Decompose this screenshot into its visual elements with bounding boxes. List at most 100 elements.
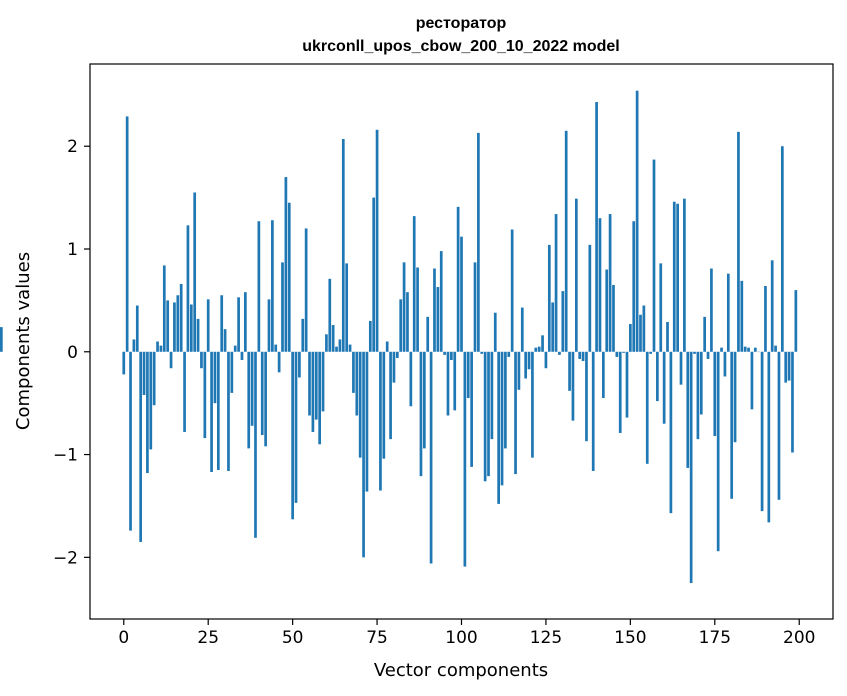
bar-52 <box>298 351 301 378</box>
bar-17 <box>179 283 183 352</box>
bar-156 <box>649 351 652 354</box>
bar-197 <box>787 351 791 381</box>
bar-123 <box>537 346 541 352</box>
bar-143 <box>605 269 609 352</box>
bar-21 <box>193 192 197 352</box>
bar-109 <box>490 351 494 440</box>
bar-126 <box>547 244 551 352</box>
bar-191 <box>767 351 771 523</box>
bar-162 <box>669 351 673 514</box>
bar-78 <box>385 341 389 352</box>
bar-124 <box>541 335 544 352</box>
bar-86 <box>412 216 416 352</box>
bar-125 <box>544 351 548 369</box>
bar-25 <box>206 299 210 352</box>
bar-77 <box>382 351 386 459</box>
bar-90 <box>426 316 430 352</box>
bar-146 <box>615 351 619 357</box>
bar-14 <box>169 351 173 369</box>
y-tick-label: 2 <box>67 137 78 157</box>
bar-19 <box>186 225 190 352</box>
bar-129 <box>558 351 561 355</box>
bar-75 <box>375 129 379 352</box>
bar-12 <box>162 265 166 352</box>
bar-44 <box>271 220 274 352</box>
bar-15 <box>173 302 176 352</box>
bar-118 <box>520 307 524 352</box>
bar-103 <box>470 351 473 467</box>
bar-154 <box>642 305 646 352</box>
bar-178 <box>723 351 727 377</box>
x-axis-label: Vector components <box>374 660 548 681</box>
x-tick-label: 75 <box>366 628 388 648</box>
x-tick-label: 25 <box>197 628 219 648</box>
chart-subtitle: ukrconll_upos_cbow_200_10_2022 model <box>302 38 619 55</box>
y-axis-ticks: −2 −1 0 1 2 <box>53 137 90 568</box>
bar-63 <box>335 346 338 352</box>
x-axis-ticks: 0 25 50 75 100 125 150 175 200 <box>118 619 815 648</box>
bar-73 <box>368 320 372 352</box>
bar-81 <box>395 351 399 358</box>
bar-142 <box>601 351 605 399</box>
bar-22 <box>196 318 200 352</box>
bar-144 <box>608 214 612 352</box>
y-tick-label: 1 <box>67 240 78 260</box>
bar-189 <box>760 351 764 512</box>
bar-135 <box>578 351 582 359</box>
bar-89 <box>423 351 426 449</box>
bar-99 <box>456 206 460 352</box>
bar-55 <box>308 351 311 416</box>
bar-107 <box>483 351 487 482</box>
bar-36 <box>244 292 247 352</box>
bar-122 <box>534 347 538 352</box>
bar-150 <box>629 324 632 352</box>
bar-53 <box>301 318 305 352</box>
bar-145 <box>612 284 615 352</box>
y-tick-label: −1 <box>53 446 78 466</box>
bar-192 <box>770 260 774 352</box>
bar-11 <box>159 345 163 352</box>
bar-49 <box>287 202 291 352</box>
bar-130 <box>561 291 565 352</box>
bar-23 <box>200 351 203 369</box>
bar-59 <box>321 351 325 412</box>
plot-frame <box>89 63 834 620</box>
bar-185 <box>747 347 750 352</box>
bar-39 <box>254 351 257 538</box>
bar-198 <box>791 351 794 453</box>
bar-183 <box>740 280 744 352</box>
bar-34 <box>237 297 240 352</box>
bar-180 <box>730 351 734 499</box>
bar-182 <box>737 131 740 352</box>
bar-undefined <box>0 327 3 352</box>
bar-82 <box>399 299 403 352</box>
bar-94 <box>439 251 443 352</box>
bar-42 <box>264 351 267 447</box>
bar-8 <box>149 351 153 450</box>
bar-80 <box>392 351 396 383</box>
bar-187 <box>753 347 757 352</box>
bar-38 <box>250 351 254 426</box>
bar-102 <box>466 351 470 399</box>
bar-171 <box>699 351 703 415</box>
bar-181 <box>733 351 737 443</box>
bar-27 <box>213 351 217 404</box>
bar-41 <box>260 351 264 436</box>
bar-70 <box>358 351 362 458</box>
bar-148 <box>622 351 625 353</box>
bar-136 <box>581 351 585 362</box>
bar-101 <box>463 351 467 567</box>
bar-85 <box>409 351 413 407</box>
bar-46 <box>277 351 281 373</box>
bar-108 <box>487 351 490 477</box>
bar-64 <box>338 339 342 352</box>
bar-115 <box>510 229 514 352</box>
bar-137 <box>585 351 588 442</box>
bar-9 <box>152 351 156 406</box>
bar-117 <box>517 351 521 390</box>
bar-79 <box>389 351 392 440</box>
bar-149 <box>625 351 629 418</box>
bar-6 <box>142 351 146 395</box>
bar-132 <box>568 351 571 391</box>
bar-196 <box>784 351 788 383</box>
